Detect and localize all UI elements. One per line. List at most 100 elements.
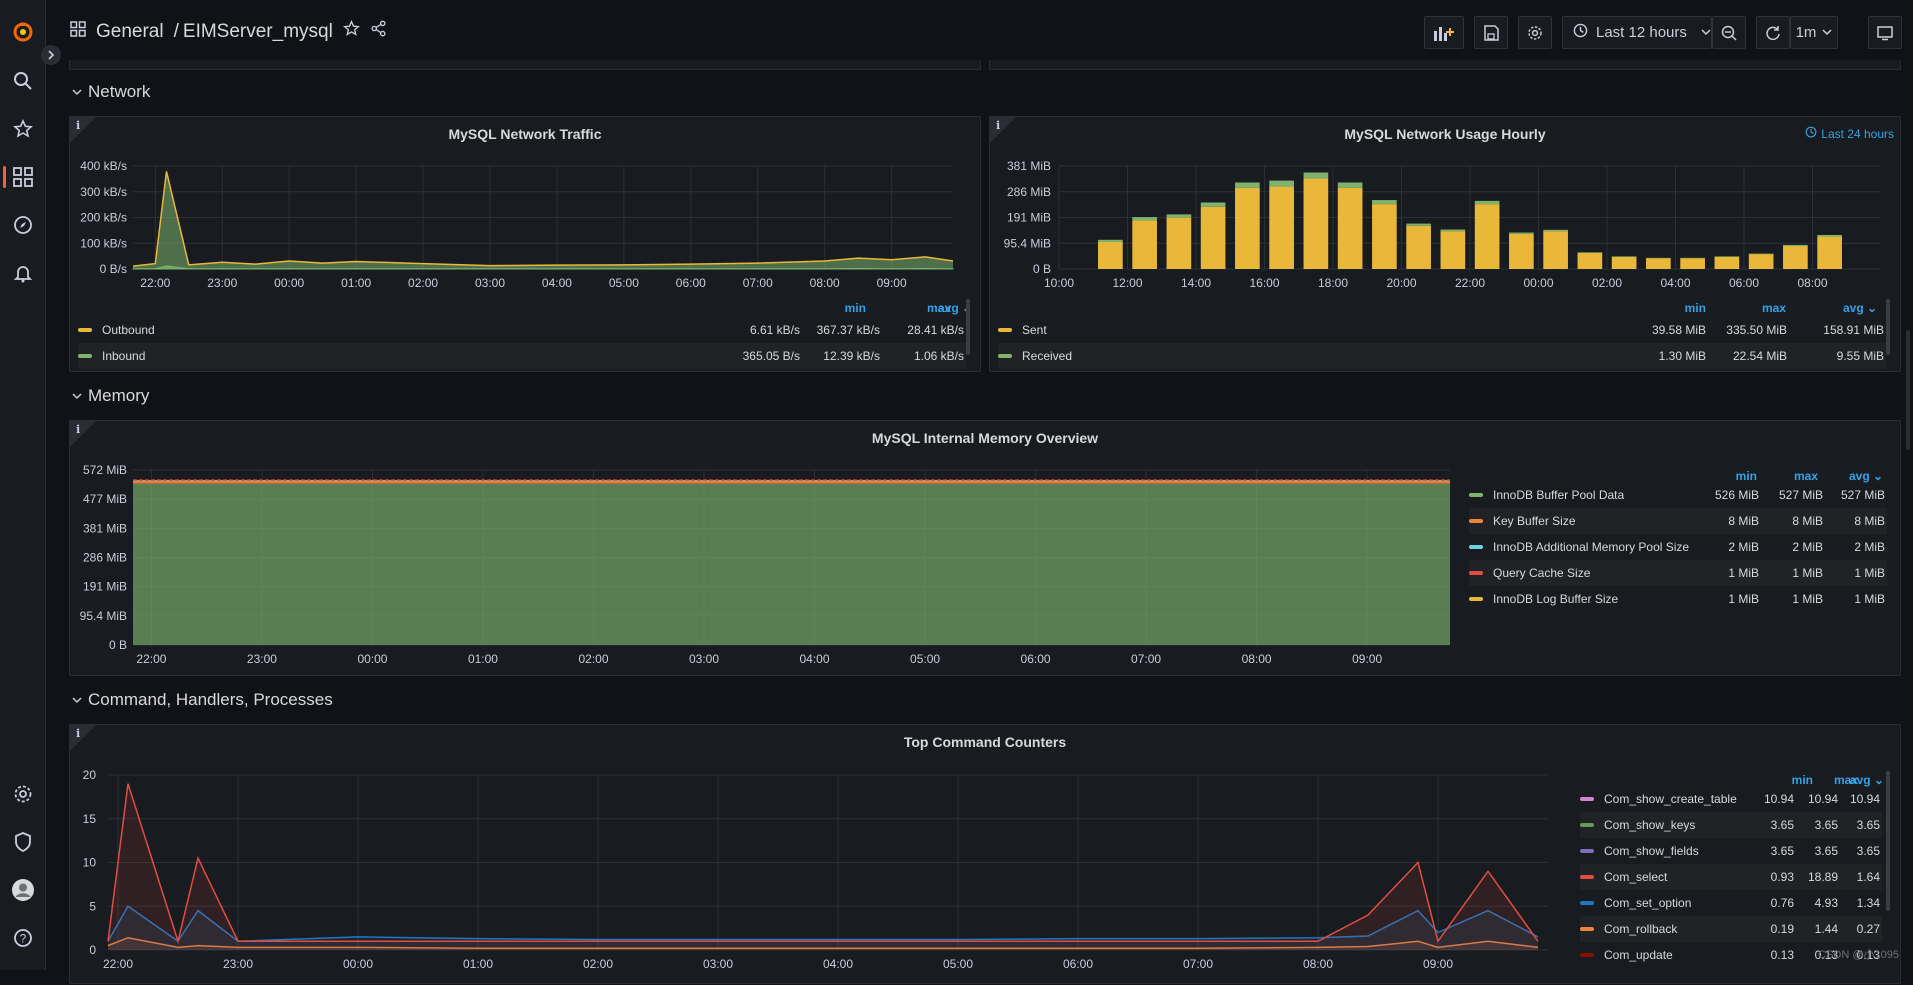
legend-item-outbound[interactable]: Outbound 6.61 kB/s 367.37 kB/s 28.41 kB/… xyxy=(78,317,966,343)
bar-received xyxy=(1235,182,1260,187)
legend-header-avg[interactable]: avg ⌄ xyxy=(1843,301,1873,315)
tv-mode-button[interactable] xyxy=(1868,16,1902,49)
dashboards-icon[interactable] xyxy=(11,165,35,189)
add-panel-button[interactable] xyxy=(1424,16,1464,49)
legend-min: 1.30 MiB xyxy=(1659,349,1706,363)
bar-sent xyxy=(1680,258,1705,269)
user-avatar[interactable] xyxy=(11,878,35,902)
legend-min: 6.61 kB/s xyxy=(750,323,800,337)
help-icon[interactable]: ? xyxy=(11,926,35,950)
bar-sent xyxy=(1715,257,1740,269)
refresh-interval-picker[interactable]: 1m xyxy=(1790,16,1838,49)
bar-received xyxy=(1406,224,1431,226)
favorite-star-icon[interactable] xyxy=(343,20,360,43)
legend-item-sent[interactable]: Sent 39.58 MiB 335.50 MiB 158.91 MiB xyxy=(998,317,1886,343)
explore-compass-icon[interactable] xyxy=(11,213,35,237)
dashboard-settings-button[interactable] xyxy=(1518,16,1552,49)
y-tick-label: 15 xyxy=(83,812,97,826)
server-admin-shield-icon[interactable] xyxy=(11,830,35,854)
alerting-bell-icon[interactable] xyxy=(11,261,35,285)
legend-header-max[interactable]: max xyxy=(1710,301,1786,315)
legend-name: Com_show_fields xyxy=(1604,844,1699,858)
legend-max: 1.44 xyxy=(1815,922,1838,936)
refresh-button[interactable] xyxy=(1756,16,1790,49)
bar-sent xyxy=(1612,257,1637,269)
y-tick-label: 0 xyxy=(89,943,96,957)
legend-header-min[interactable]: min xyxy=(790,301,866,315)
legend-item-inbound[interactable]: Inbound 365.05 B/s 12.39 kB/s 1.06 kB/s xyxy=(78,343,966,369)
row-memory[interactable]: Memory xyxy=(72,386,149,406)
x-tick-label: 00:00 xyxy=(357,652,387,666)
x-tick-label: 04:00 xyxy=(823,957,853,971)
breadcrumb-separator: / xyxy=(174,21,179,43)
x-tick-label: 00:00 xyxy=(274,276,304,290)
legend-header-avg[interactable]: avg ⌄ xyxy=(938,301,968,315)
legend-scrollbar[interactable] xyxy=(1886,299,1890,355)
legend-min: 39.58 MiB xyxy=(1652,323,1706,337)
search-icon[interactable] xyxy=(11,69,35,93)
bar-sent xyxy=(1543,231,1568,269)
legend-header-avg[interactable]: avg ⌄ xyxy=(1839,469,1879,483)
star-icon[interactable] xyxy=(11,117,35,141)
configuration-gear-icon[interactable] xyxy=(11,782,35,806)
row-network[interactable]: Network xyxy=(72,82,150,102)
grafana-logo-icon[interactable] xyxy=(11,20,35,44)
legend-swatch xyxy=(1580,823,1594,827)
zoom-out-button[interactable] xyxy=(1712,16,1746,49)
x-tick-label: 08:00 xyxy=(1303,957,1333,971)
breadcrumb-folder[interactable]: General xyxy=(96,21,164,43)
legend-avg: 3.65 xyxy=(1857,818,1880,832)
legend-item-received[interactable]: Received 1.30 MiB 22.54 MiB 9.55 MiB xyxy=(998,343,1886,369)
panel-memory-overview: i MySQL Internal Memory Overview 572 MiB… xyxy=(69,420,1901,676)
legend-header-avg[interactable]: avg ⌄ xyxy=(1840,773,1884,787)
sidebar-expand-button[interactable] xyxy=(41,45,61,65)
save-dashboard-button[interactable] xyxy=(1474,16,1508,49)
legend-max: 1 MiB xyxy=(1792,566,1823,580)
share-icon[interactable] xyxy=(370,20,387,43)
y-tick-label: 0 B xyxy=(109,638,127,652)
time-range-label: Last 12 hours xyxy=(1596,24,1687,41)
legend-swatch xyxy=(998,328,1012,332)
legend-avg: 158.91 MiB xyxy=(1823,323,1884,337)
page-scrollbar[interactable] xyxy=(1906,330,1910,450)
bar-sent xyxy=(1167,218,1192,269)
legend-swatch xyxy=(1469,545,1483,549)
legend-max: 2 MiB xyxy=(1792,540,1823,554)
dashboard-title[interactable]: EIMServer_mysql xyxy=(183,21,333,43)
chevron-down-icon xyxy=(1701,24,1711,41)
row-commands[interactable]: Command, Handlers, Processes xyxy=(72,690,333,710)
legend-header-max[interactable]: max xyxy=(1778,469,1818,483)
bar-sent xyxy=(1338,188,1363,269)
legend-min: 3.65 xyxy=(1771,844,1794,858)
legend-avg: 1.34 xyxy=(1857,896,1880,910)
legend-header-min[interactable]: min xyxy=(1773,773,1813,787)
time-range-picker[interactable]: Last 12 hours xyxy=(1562,16,1712,49)
legend-scrollbar[interactable] xyxy=(966,299,970,355)
svg-text:?: ? xyxy=(20,932,27,946)
bar-received xyxy=(1372,200,1397,204)
series-fill-com_select xyxy=(108,784,1538,950)
legend-name: Com_set_option xyxy=(1604,896,1691,910)
legend-header-min[interactable]: min xyxy=(1717,469,1757,483)
y-tick-label: 286 MiB xyxy=(83,551,127,565)
legend-scrollbar[interactable] xyxy=(1886,771,1890,911)
x-tick-label: 04:00 xyxy=(1660,276,1690,290)
y-tick-label: 191 MiB xyxy=(83,580,127,594)
x-tick-label: 18:00 xyxy=(1318,276,1348,290)
legend-header-min[interactable]: min xyxy=(1630,301,1706,315)
refresh-interval-label: 1m xyxy=(1796,24,1817,41)
bar-received xyxy=(1304,172,1329,178)
